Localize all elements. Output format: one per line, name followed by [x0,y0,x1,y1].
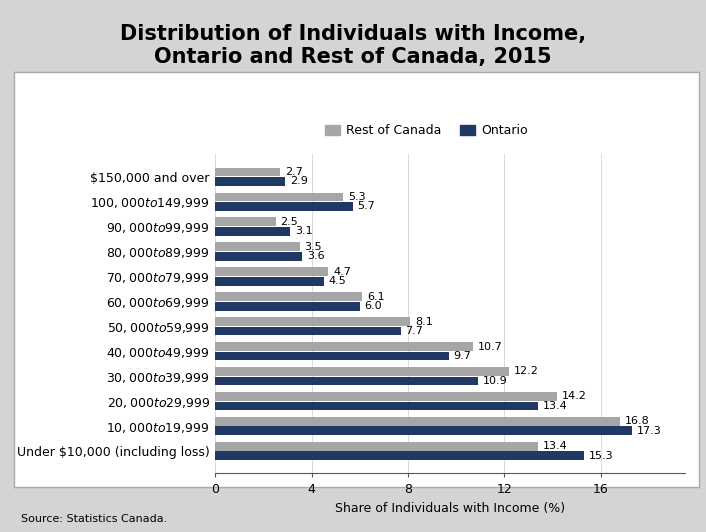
Bar [215,417,620,426]
Text: 14.2: 14.2 [562,392,587,402]
Bar [215,292,362,301]
Text: 12.2: 12.2 [514,367,539,377]
Text: 8.1: 8.1 [415,317,433,327]
Bar [215,442,538,451]
Text: 3.5: 3.5 [304,242,322,252]
Text: 6.1: 6.1 [367,292,385,302]
Bar [215,392,557,401]
Text: 10.7: 10.7 [478,342,503,352]
Text: 7.7: 7.7 [405,326,424,336]
Bar [215,168,280,176]
Text: 5.7: 5.7 [357,202,375,211]
Text: 17.3: 17.3 [637,426,662,436]
Bar [215,177,285,186]
X-axis label: Share of Individuals with Income (%): Share of Individuals with Income (%) [335,502,565,516]
Bar [215,227,290,236]
Text: 13.4: 13.4 [543,401,568,411]
Text: 9.7: 9.7 [454,351,472,361]
Text: 4.7: 4.7 [333,267,351,277]
Text: Source: Statistics Canada.: Source: Statistics Canada. [21,514,167,524]
Bar [215,427,632,435]
Bar [215,302,360,311]
Text: 16.8: 16.8 [625,417,650,426]
Bar [215,377,478,385]
Bar [215,243,299,251]
Text: 2.9: 2.9 [290,177,308,186]
Text: Distribution of Individuals with Income,
Ontario and Rest of Canada, 2015: Distribution of Individuals with Income,… [120,24,586,67]
Bar [215,327,401,336]
Bar [215,342,473,351]
Text: 4.5: 4.5 [328,276,346,286]
Text: 3.6: 3.6 [307,251,325,261]
Bar [215,402,538,410]
Bar [215,452,584,460]
Text: 10.9: 10.9 [483,376,508,386]
Text: 5.3: 5.3 [348,192,366,202]
Bar [215,317,410,326]
Bar [215,252,302,261]
Bar [215,202,352,211]
Bar [215,352,449,360]
Text: 15.3: 15.3 [589,451,613,461]
Text: 3.1: 3.1 [295,226,313,236]
Bar [215,218,275,226]
Bar [215,367,509,376]
Bar [215,193,343,201]
Bar [215,268,328,276]
Text: 2.7: 2.7 [285,167,303,177]
Text: 6.0: 6.0 [364,301,382,311]
Text: 13.4: 13.4 [543,442,568,451]
Legend: Rest of Canada, Ontario: Rest of Canada, Ontario [320,119,533,142]
Text: 2.5: 2.5 [280,217,298,227]
Bar [215,277,323,286]
